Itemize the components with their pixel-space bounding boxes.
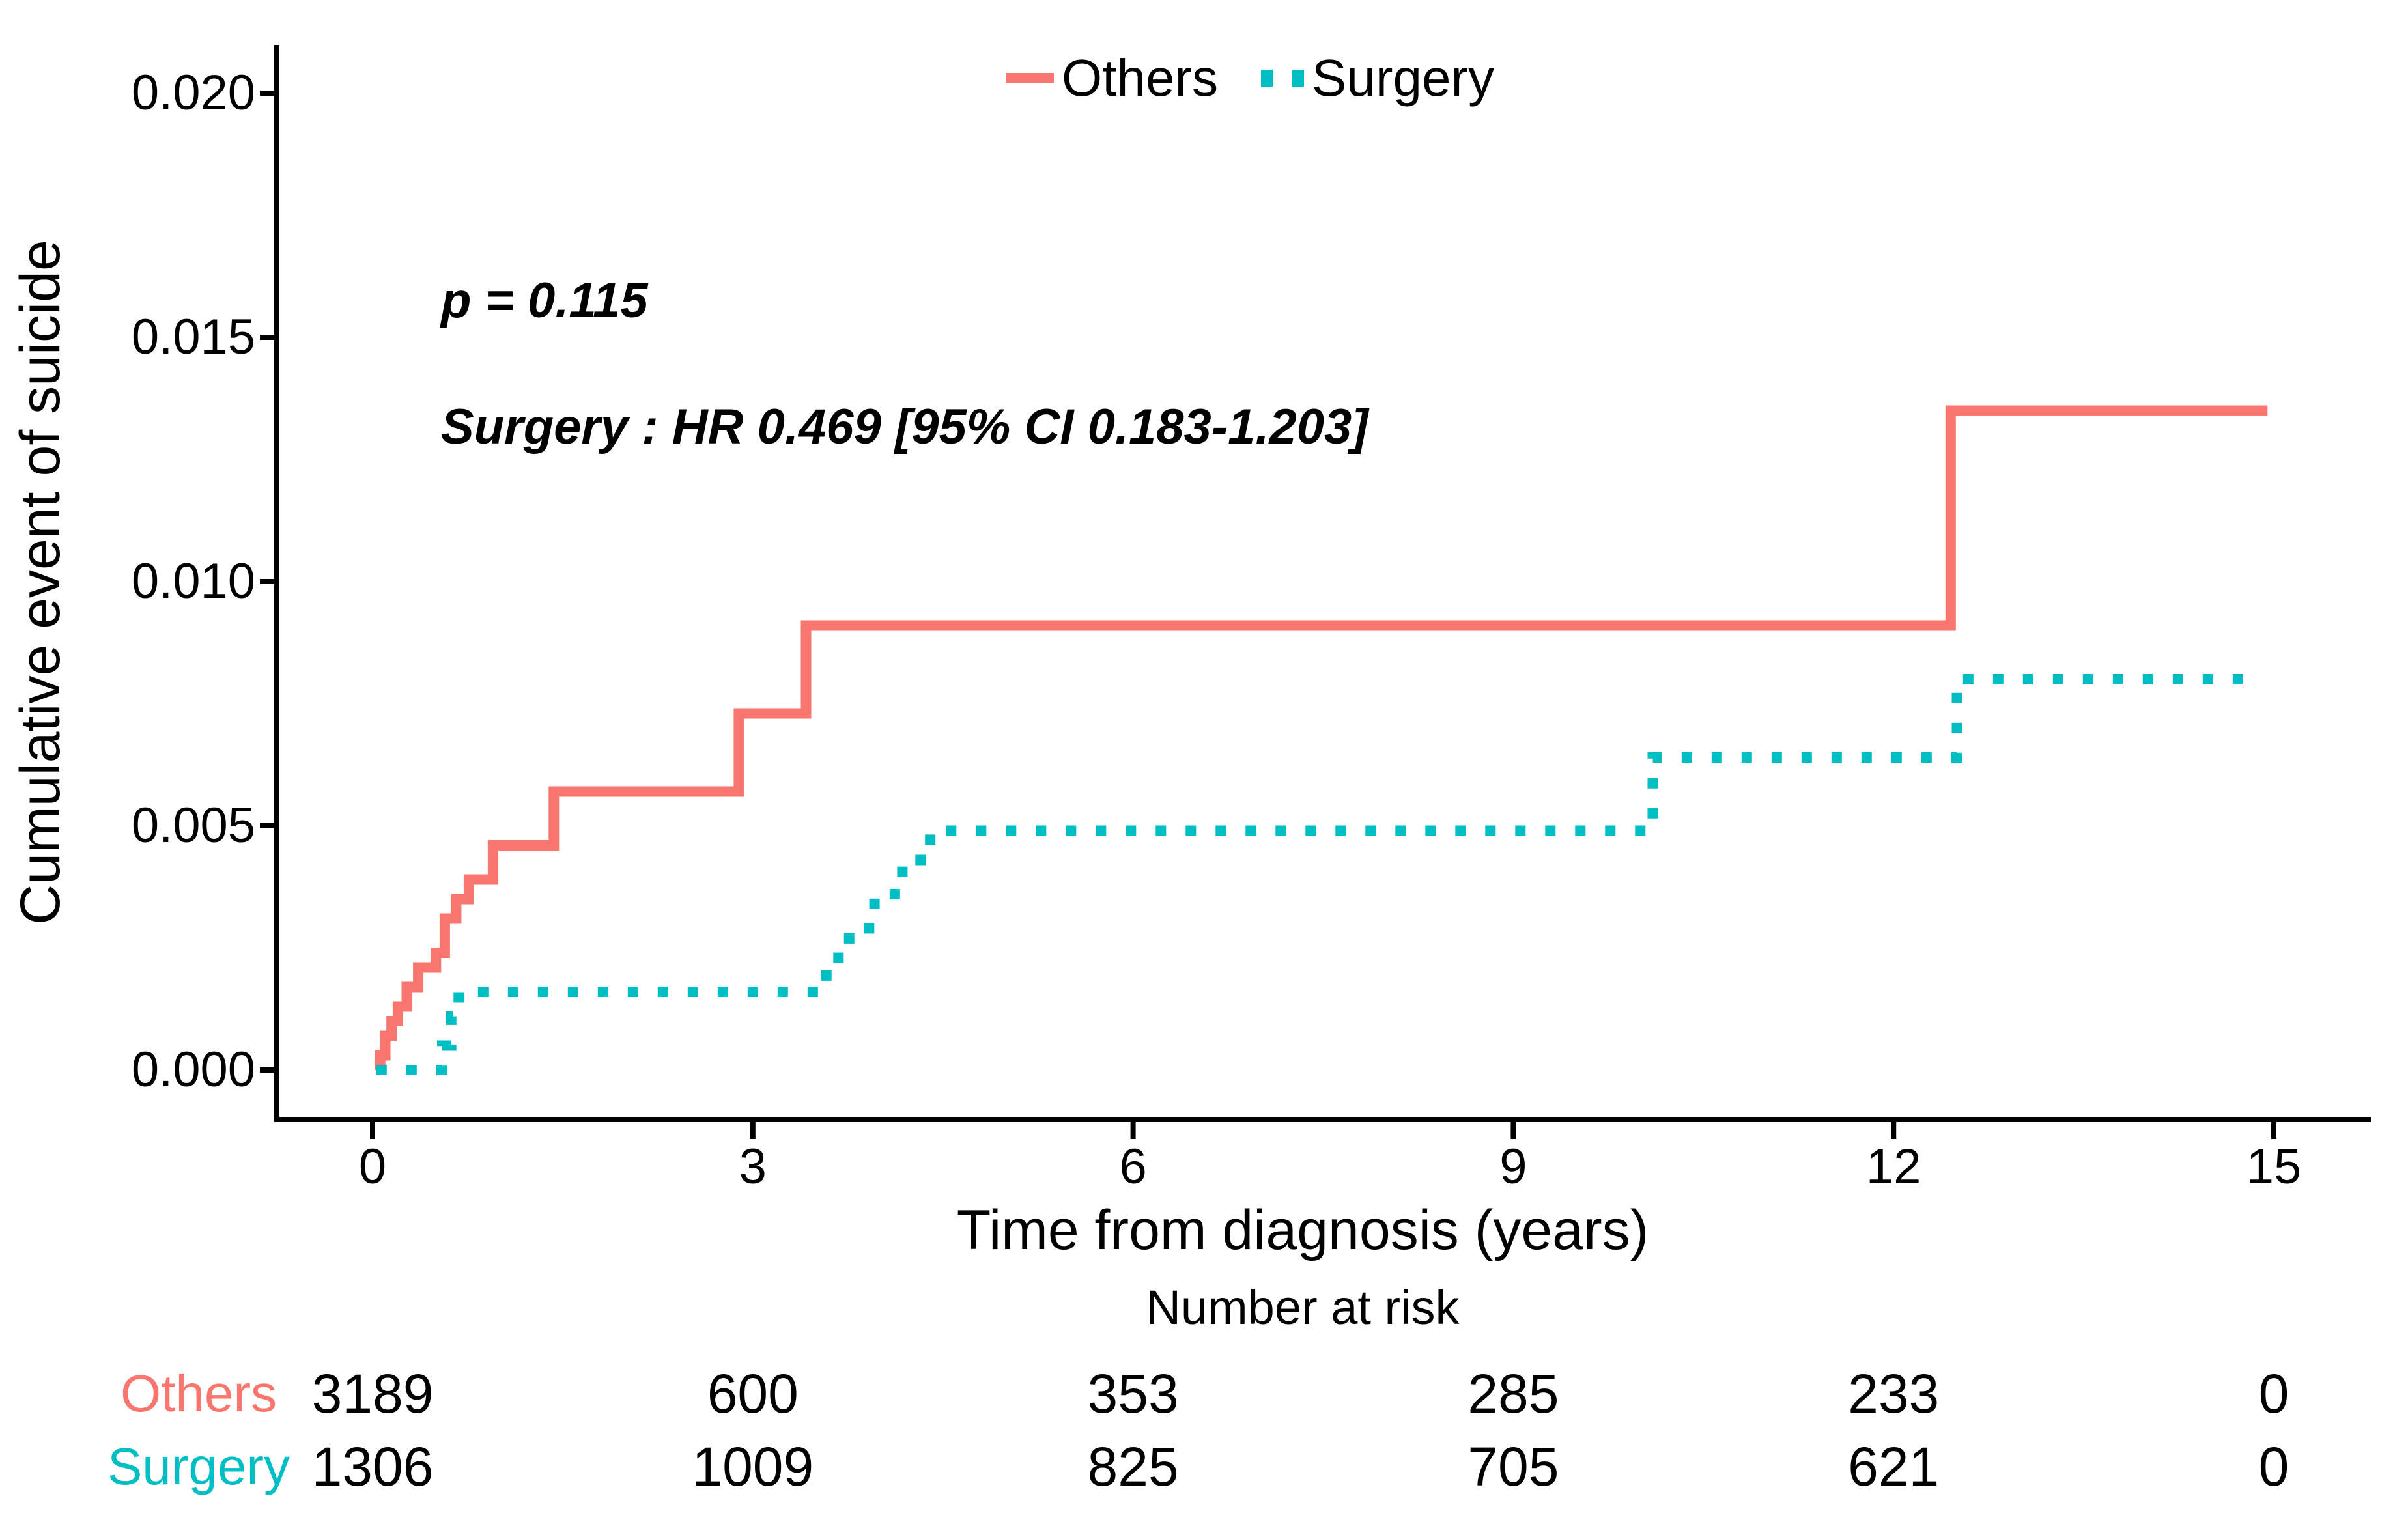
risk-count: 621 xyxy=(1848,1436,1940,1497)
x-tick-label: 6 xyxy=(1119,1139,1147,1194)
p-value-annotation: p = 0.115 xyxy=(441,273,648,328)
x-tick-label: 0 xyxy=(358,1139,387,1194)
risk-count: 233 xyxy=(1848,1363,1940,1424)
risk-count: 600 xyxy=(707,1363,799,1424)
y-axis-title: Cumulative event of suicide xyxy=(9,240,72,925)
risk-count: 353 xyxy=(1087,1363,1179,1424)
curve-others xyxy=(375,405,2268,1075)
legend-surgery-dot-swatch xyxy=(1261,70,1273,87)
y-tick-label: 0.000 xyxy=(131,1042,255,1097)
risk-table-title: Number at risk xyxy=(1146,1280,1460,1334)
risk-count: 3189 xyxy=(311,1363,434,1424)
curve-surgery xyxy=(376,674,2258,1075)
legend-surgery-dot-swatch xyxy=(1292,70,1304,87)
legend-others-label: Others xyxy=(1062,49,1219,107)
risk-count: 285 xyxy=(1467,1363,1559,1424)
y-tick-label: 0.020 xyxy=(131,65,255,120)
legend-others-line-swatch xyxy=(1006,73,1054,83)
legend-surgery-label: Surgery xyxy=(1312,49,1495,107)
risk-count: 825 xyxy=(1087,1436,1179,1497)
x-tick-label: 12 xyxy=(1865,1139,1921,1194)
x-tick-label: 3 xyxy=(739,1139,767,1194)
risk-count: 1306 xyxy=(311,1436,434,1497)
risk-row-label-others: Others xyxy=(120,1364,277,1422)
y-tick-label: 0.010 xyxy=(131,554,255,609)
risk-count: 0 xyxy=(2258,1436,2289,1497)
risk-count: 0 xyxy=(2258,1363,2289,1424)
y-tick-label: 0.005 xyxy=(131,798,255,853)
risk-count: 705 xyxy=(1467,1436,1559,1497)
x-tick-label: 15 xyxy=(2246,1139,2302,1194)
y-tick-label: 0.015 xyxy=(131,309,255,365)
x-tick-label: 9 xyxy=(1499,1139,1527,1194)
x-axis-title: Time from diagnosis (years) xyxy=(956,1199,1649,1261)
risk-count: 1009 xyxy=(692,1436,814,1497)
hazard-ratio-annotation: Surgery : HR 0.469 [95% CI 0.183-1.203] xyxy=(441,399,1368,455)
risk-row-label-surgery: Surgery xyxy=(107,1437,290,1495)
